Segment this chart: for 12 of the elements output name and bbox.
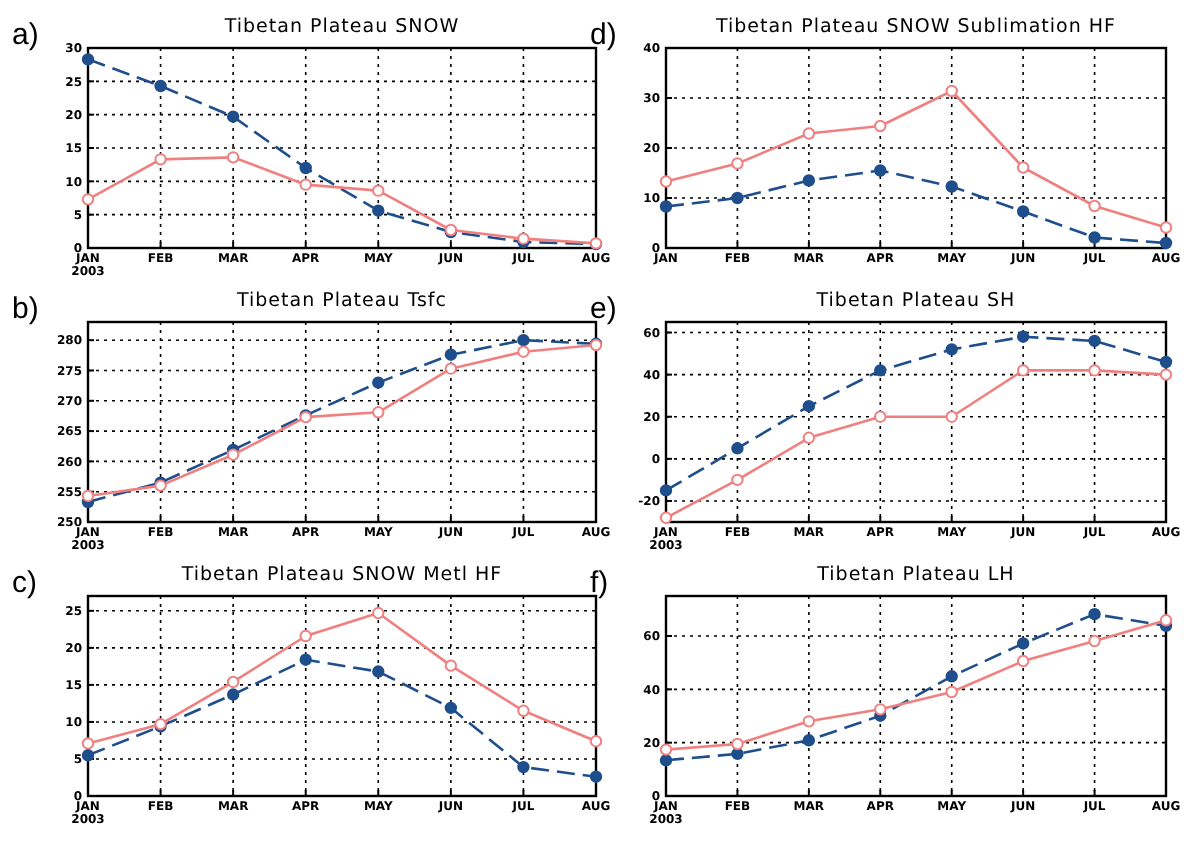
annotation: e) (590, 292, 617, 326)
chart-title: Tibetan Plateau LH (815, 564, 1015, 586)
chart-title: Tibetan Plateau Tsfc (235, 290, 447, 312)
annotation: f) (590, 566, 609, 600)
annotation: d) (590, 18, 617, 52)
text: a) (12, 18, 39, 52)
chart-title: Tibetan Plateau SNOW Sublimation HF (713, 16, 1117, 38)
chart-title: Tibetan Plateau SH (814, 290, 1016, 312)
chart-title: Tibetan Plateau SNOW Metl HF (179, 564, 503, 586)
text: c) (12, 566, 37, 600)
chart-title: Tibetan Plateau SNOW (222, 16, 460, 38)
text: b) (12, 292, 39, 326)
